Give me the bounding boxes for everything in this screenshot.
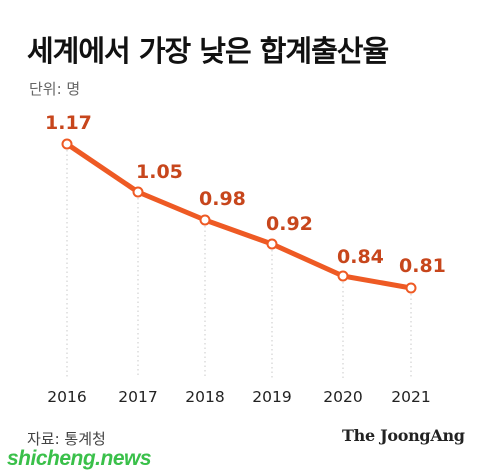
data-point-2021 xyxy=(405,282,417,294)
data-label-2021: 0.81 xyxy=(399,255,446,277)
data-label-2019: 0.92 xyxy=(266,213,313,235)
x-tick-2017: 2017 xyxy=(118,388,157,406)
x-tick-labels: 2016 2017 2018 2019 2020 2021 xyxy=(47,388,430,406)
x-tick-2020: 2020 xyxy=(323,388,362,406)
publisher-logo: The JoongAng xyxy=(342,426,465,445)
data-point-2016 xyxy=(61,138,73,150)
data-label-2018: 0.98 xyxy=(199,188,246,210)
data-point-2020 xyxy=(337,270,349,282)
data-labels: 1.17 1.05 0.98 0.92 0.84 0.81 xyxy=(45,112,446,277)
data-point-2017 xyxy=(132,186,144,198)
data-point-2019 xyxy=(266,238,278,250)
series-line-group xyxy=(64,141,414,291)
watermark: shicheng.news xyxy=(7,447,152,470)
data-label-2017: 1.05 xyxy=(136,161,183,183)
x-tick-2021: 2021 xyxy=(391,388,430,406)
unit-label: 단위: 명 xyxy=(29,80,81,98)
series-line xyxy=(64,141,414,291)
x-tick-2016: 2016 xyxy=(47,388,86,406)
data-label-2016: 1.17 xyxy=(45,112,92,134)
data-points xyxy=(61,138,417,294)
data-point-2018 xyxy=(199,214,211,226)
chart-title: 세계에서 가장 낮은 합계출산율 xyxy=(27,34,389,68)
x-tick-2018: 2018 xyxy=(185,388,224,406)
data-label-2020: 0.84 xyxy=(337,246,384,268)
source-note: 자료: 통계청 xyxy=(27,430,106,448)
x-tick-2019: 2019 xyxy=(252,388,291,406)
grid-lines xyxy=(66,150,412,378)
